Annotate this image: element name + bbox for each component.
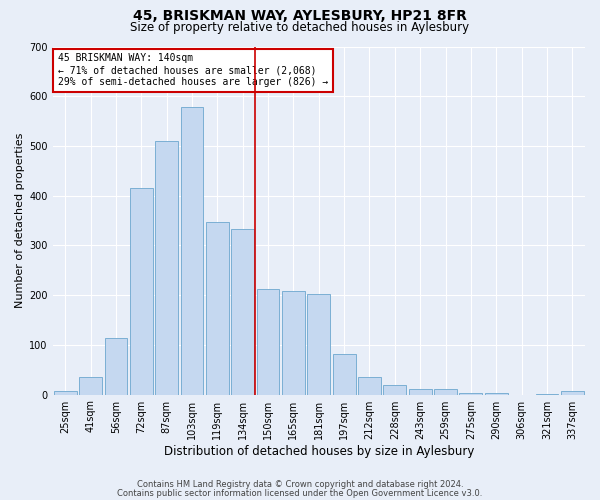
Bar [434,388,457,394]
Text: Contains public sector information licensed under the Open Government Licence v3: Contains public sector information licen… [118,489,482,498]
Bar [257,289,280,395]
Bar [460,393,482,394]
Text: 45 BRISKMAN WAY: 140sqm
← 71% of detached houses are smaller (2,068)
29% of semi: 45 BRISKMAN WAY: 140sqm ← 71% of detache… [58,54,328,86]
Bar [206,222,229,394]
Text: 45, BRISKMAN WAY, AYLESBURY, HP21 8FR: 45, BRISKMAN WAY, AYLESBURY, HP21 8FR [133,9,467,23]
Bar [333,354,356,395]
Bar [104,338,127,394]
Text: Size of property relative to detached houses in Aylesbury: Size of property relative to detached ho… [130,22,470,35]
Bar [409,388,431,394]
Bar [130,188,152,394]
Bar [485,393,508,394]
Bar [561,391,584,394]
Bar [181,107,203,395]
Bar [231,229,254,394]
Text: Contains HM Land Registry data © Crown copyright and database right 2024.: Contains HM Land Registry data © Crown c… [137,480,463,489]
Bar [155,141,178,395]
X-axis label: Distribution of detached houses by size in Aylesbury: Distribution of detached houses by size … [164,444,474,458]
Bar [54,390,77,394]
Bar [282,291,305,395]
Bar [307,294,330,394]
Y-axis label: Number of detached properties: Number of detached properties [15,133,25,308]
Bar [79,377,102,394]
Bar [358,377,381,394]
Bar [383,384,406,394]
